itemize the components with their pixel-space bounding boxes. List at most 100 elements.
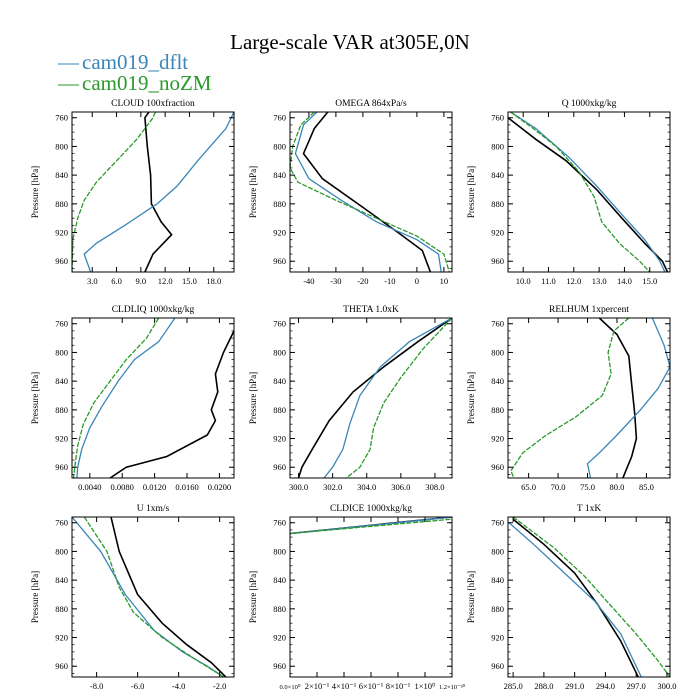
y-tick-label: 800	[491, 141, 504, 151]
y-tick-label: 760	[55, 319, 68, 329]
x-tick-label: 0.0×10⁰	[280, 683, 301, 691]
plot-frame	[71, 317, 235, 479]
series-line-black	[302, 112, 432, 272]
series-line-cam019_noZM	[345, 318, 452, 478]
y-tick-label: 960	[273, 256, 286, 266]
y-axis-label: Pressure [hPa]	[30, 166, 40, 218]
y-tick-label: 760	[491, 319, 504, 329]
x-tick-label: 12.0	[158, 276, 173, 286]
series-line-cam019_noZM	[290, 518, 452, 535]
series-line-cam019_noZM	[510, 318, 630, 478]
y-tick-label: 920	[55, 633, 68, 643]
x-tick-label: 4×10⁻¹	[332, 681, 357, 691]
panel-1: 760 800 840 880 920 960 3.0 6.0 9.0 12.0 15.0 18.0 P…	[30, 98, 235, 286]
y-tick-label: 920	[491, 633, 504, 643]
x-tick-label: 1×10⁰	[415, 681, 437, 691]
panel-title: OMEGA 864xPa/s	[335, 99, 407, 109]
x-tick-label: 10.0	[516, 276, 531, 286]
x-tick-label: 70.0	[551, 482, 566, 492]
x-tick-label: 306.0	[391, 482, 410, 492]
series-line-black	[598, 318, 638, 478]
y-tick-label: 840	[55, 575, 68, 585]
y-tick-label: 880	[55, 604, 68, 614]
y-tick-label: 880	[491, 604, 504, 614]
y-tick-label: 880	[491, 199, 504, 209]
x-tick-label: 8×10⁻¹	[386, 681, 411, 691]
panel-title: U 1xm/s	[137, 504, 170, 514]
series-line-cam019_noZM	[72, 112, 156, 272]
y-tick-label: 920	[491, 228, 504, 238]
series-line-cam019_noZM	[83, 517, 225, 677]
x-tick-label: 14.0	[617, 276, 632, 286]
x-tick-label: 80.0	[610, 482, 625, 492]
series-line-black	[297, 318, 452, 478]
plot-frame	[289, 516, 453, 678]
panel-3: 760 800 840 880 920 960 10.0 11.0 12.0 13.0 14.0 15…	[466, 99, 671, 286]
legend-line-dflt: —	[58, 50, 79, 74]
series-line-cam019_dflt	[586, 318, 670, 478]
x-tick-label: 65.0	[521, 482, 536, 492]
y-tick-label: 840	[273, 575, 286, 585]
x-tick-label: 1.2×10⁻³⁰	[439, 683, 466, 691]
x-tick-label: 75.0	[580, 482, 595, 492]
y-tick-label: 880	[55, 405, 68, 415]
series-line-black	[144, 112, 173, 272]
y-tick-label: 880	[491, 405, 504, 415]
y-tick-label: 760	[273, 518, 286, 528]
y-tick-label: 800	[273, 141, 286, 151]
panel-2: 760 800 840 880 920 960 -40 -30 -20 -10 0 10 Pressur…	[248, 99, 453, 286]
y-axis-label: Pressure [hPa]	[466, 166, 476, 218]
x-tick-label: 6×10⁻¹	[359, 681, 384, 691]
y-tick-label: 840	[55, 376, 68, 386]
x-tick-label: 297.0	[627, 681, 646, 691]
y-tick-label: 960	[55, 256, 68, 266]
series-line-cam019_dflt	[294, 112, 442, 272]
panel-6: 760 800 840 880 920 960 65.0 70.0 75.0 80.0 85.0 Pr…	[466, 305, 671, 492]
plot-frame	[289, 111, 453, 273]
series-line-cam019_dflt	[508, 522, 642, 677]
panel-8: 760 800 840 880 920 960 0.0×10⁰ 2×10⁻¹ 4×10⁻¹ 6×1…	[248, 504, 466, 691]
x-tick-label: 0.0040	[78, 482, 101, 492]
x-tick-label: 0.0080	[111, 482, 134, 492]
panel-title: T 1xK	[577, 504, 602, 514]
series-line-cam019_dflt	[72, 517, 225, 677]
y-tick-label: 840	[491, 170, 504, 180]
y-tick-label: 840	[273, 170, 286, 180]
series-line-cam019_dflt	[323, 318, 452, 478]
x-tick-label: 15.0	[642, 276, 657, 286]
series-line-cam019_dflt	[510, 112, 666, 272]
legend: — cam019_dflt — cam019_noZM	[58, 52, 211, 94]
y-tick-label: 800	[491, 347, 504, 357]
y-tick-label: 760	[273, 113, 286, 123]
panel-7: 760 800 840 880 920 960 -8.0 -6.0 -4.0 -2.0 Pressu…	[30, 504, 235, 691]
legend-entry-nozm: — cam019_noZM	[58, 73, 211, 94]
y-axis-label: Pressure [hPa]	[30, 571, 40, 623]
x-tick-label: 85.0	[639, 482, 654, 492]
plot-frame	[71, 111, 235, 273]
plot-frame	[507, 317, 671, 479]
x-tick-label: 300.0	[289, 482, 308, 492]
x-tick-label: 10	[440, 276, 449, 286]
series-line-black	[508, 117, 669, 272]
x-tick-label: -8.0	[90, 681, 103, 691]
y-tick-label: 920	[273, 633, 286, 643]
y-axis-label: Pressure [hPa]	[248, 571, 258, 623]
y-tick-label: 960	[491, 256, 504, 266]
x-tick-label: 13.0	[592, 276, 607, 286]
x-tick-label: -20	[357, 276, 368, 286]
y-tick-label: 800	[55, 347, 68, 357]
series-line-cam019_noZM	[510, 112, 651, 272]
y-tick-label: 840	[491, 575, 504, 585]
y-tick-label: 880	[273, 199, 286, 209]
y-tick-label: 960	[273, 661, 286, 671]
x-tick-label: 9.0	[136, 276, 147, 286]
legend-label-nozm: cam019_noZM	[82, 71, 212, 95]
x-tick-label: -6.0	[131, 681, 144, 691]
x-tick-label: 308.0	[425, 482, 444, 492]
series-line-cam019_noZM	[512, 517, 670, 677]
y-tick-label: 920	[55, 228, 68, 238]
y-tick-label: 840	[273, 376, 286, 386]
y-tick-label: 760	[491, 518, 504, 528]
y-tick-label: 800	[491, 546, 504, 556]
x-tick-label: -30	[330, 276, 341, 286]
